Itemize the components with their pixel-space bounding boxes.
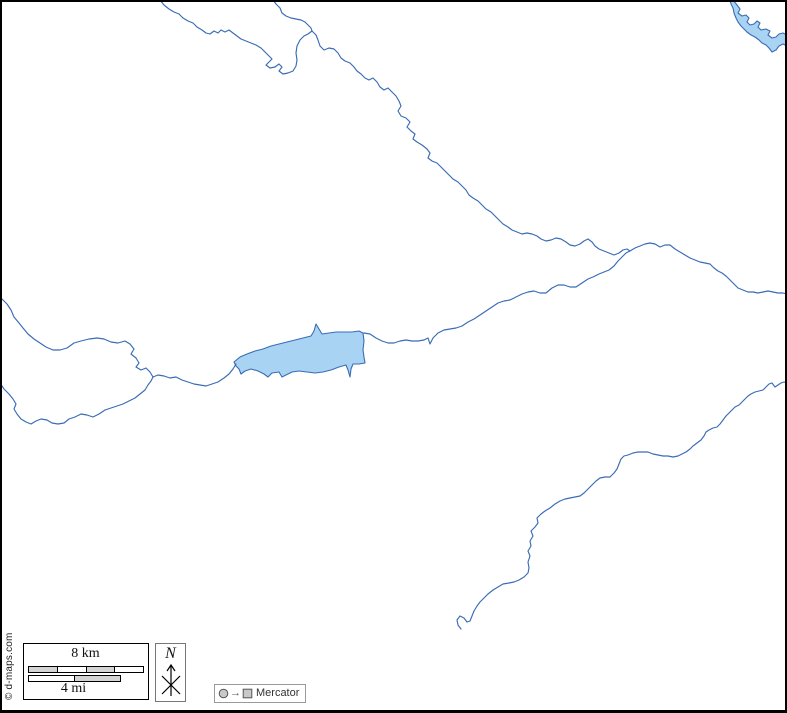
river-main-east	[629, 242, 787, 295]
scale-segment	[85, 667, 115, 672]
projection-arrow-icon: →	[230, 687, 241, 699]
scale-segment	[114, 667, 143, 672]
scale-mi-label: 4 mi	[60, 681, 87, 696]
scale-segment	[29, 676, 74, 681]
scale-mi-bar	[28, 675, 121, 682]
projection-legend: → Mercator	[214, 684, 306, 703]
projection-circle-icon	[218, 688, 229, 699]
river-main-middle	[363, 250, 631, 345]
compass-arrow-icon	[161, 663, 180, 696]
scale-km-bar	[28, 666, 144, 673]
river-north-tributary-a	[159, 0, 313, 75]
north-indicator: N	[155, 643, 186, 702]
scale-segment	[74, 676, 120, 681]
river-southeast	[456, 381, 787, 630]
river-north-tributary-b	[272, 0, 313, 32]
river-west	[0, 376, 154, 425]
north-label: N	[165, 645, 176, 662]
scale-bar: 8 km 4 mi	[23, 643, 149, 700]
scale-segment	[56, 667, 86, 672]
reservoir-northeast	[729, 0, 787, 53]
river-main-upper	[311, 30, 631, 256]
river-lake-inflow-west	[152, 363, 237, 387]
scale-km-label: 8 km	[71, 646, 100, 661]
projection-label: Mercator	[256, 687, 300, 699]
copyright-text: © d-maps.com	[4, 632, 15, 700]
river-northwest	[1, 298, 154, 378]
projection-square-icon	[242, 688, 253, 699]
lake-central	[233, 323, 366, 378]
scale-segment	[29, 667, 57, 672]
